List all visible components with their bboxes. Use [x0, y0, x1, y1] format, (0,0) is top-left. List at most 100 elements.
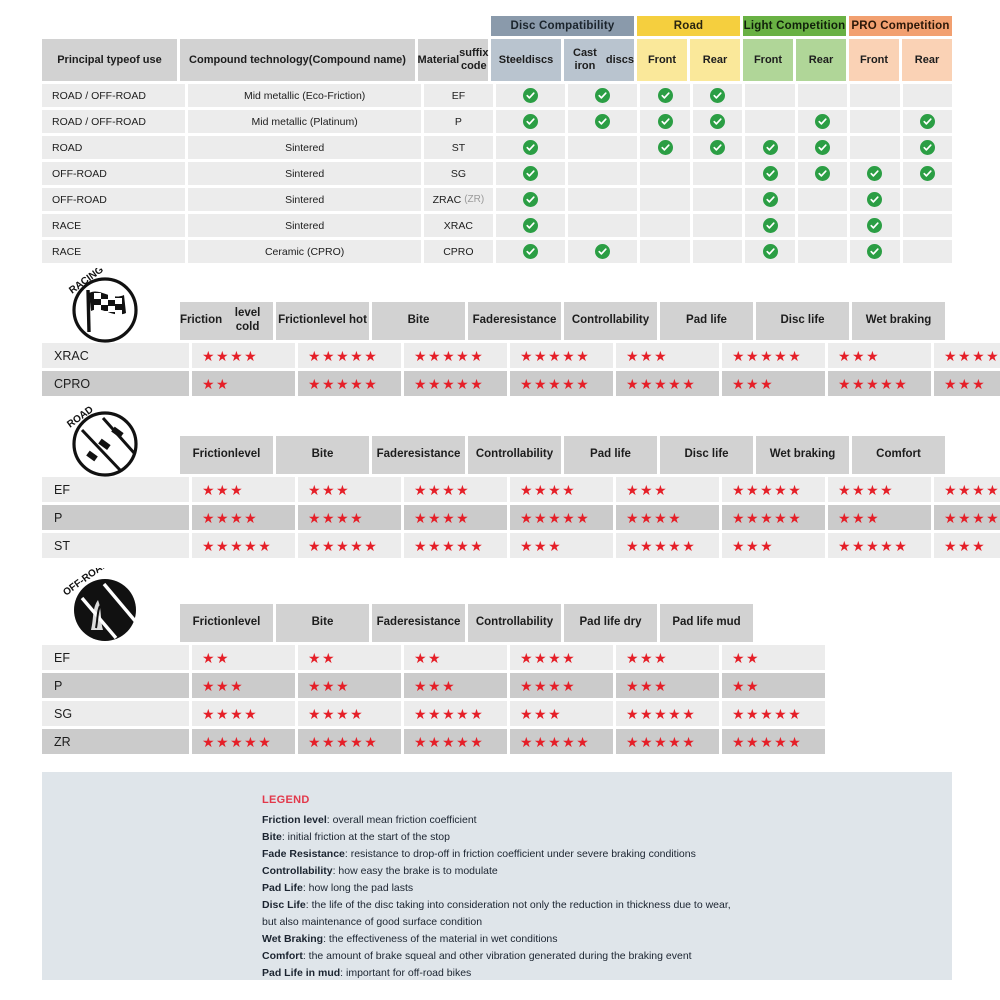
- cell-light-rear: [797, 162, 848, 185]
- star-rating: ★★★★★: [520, 375, 591, 392]
- offroad-rating-cell: ★★: [722, 673, 825, 698]
- offroad-rating-cell: ★★★: [192, 673, 295, 698]
- legend-title: LEGEND: [262, 794, 310, 806]
- racing-header-row: Friction level cold Friction level hot Bite F…: [42, 302, 1000, 340]
- racing-rating-cell: ★★★★★: [298, 371, 401, 396]
- table-row: ROAD / OFF-ROAD Mid metallic (Platinum) P: [42, 110, 953, 133]
- offroad-rating-cell: ★★★★: [298, 701, 401, 726]
- cell-light-rear: [797, 240, 848, 263]
- header-pro-rear: Rear: [902, 39, 952, 81]
- road-header-1: Bite: [276, 436, 369, 474]
- cell-pro-front: [850, 136, 900, 159]
- cell-light-rear: [797, 214, 848, 237]
- cell-cast-iron: [568, 214, 638, 237]
- road-icon: ROAD: [65, 404, 138, 477]
- road-row-name: EF: [42, 477, 189, 502]
- star-rating: ★★★★★: [732, 347, 803, 364]
- cell-pro-front: [850, 84, 900, 107]
- star-rating: ★★★: [626, 677, 669, 694]
- cell-road-rear: [692, 188, 743, 211]
- category-road: Road: [637, 16, 740, 36]
- check-icon: [867, 218, 883, 233]
- cell-steel: [496, 136, 566, 159]
- legend-entry: Friction level: overall mean friction co…: [262, 812, 952, 829]
- offroad-rating-cell: ★★★★★: [192, 729, 295, 754]
- cell-pro-rear: [902, 214, 953, 237]
- star-rating: ★★★★★: [838, 537, 909, 554]
- star-rating: ★★★★★: [838, 375, 909, 392]
- header-road-rear: Rear: [690, 39, 740, 81]
- star-rating: ★★: [308, 649, 337, 666]
- road-rating-cell: ★★★★: [192, 505, 295, 530]
- offroad-row-name: ZR: [42, 729, 189, 754]
- table-row: P★★★★★★★★★★★★★★★★★★★★★★★★★★★★★★★★★★: [42, 505, 1000, 530]
- road-rating-cell: ★★★★: [298, 505, 401, 530]
- compatibility-header-row: Principal type of use Compound technology(…: [42, 39, 952, 81]
- road-row-name: ST: [42, 533, 189, 558]
- cell-pro-rear: [902, 110, 953, 133]
- star-rating: ★★★: [202, 481, 245, 498]
- star-rating: ★★★★★: [732, 481, 803, 498]
- road-rating-cell: ★★★★: [404, 477, 507, 502]
- star-rating: ★★★★★: [626, 705, 697, 722]
- cell-suffix: SG: [423, 162, 493, 185]
- racing-header-5: Pad life: [660, 302, 753, 340]
- star-rating: ★★★★★: [732, 705, 803, 722]
- cell-pro-rear: [902, 84, 953, 107]
- offroad-rating-cell: ★★: [404, 645, 507, 670]
- racing-rating-cell: ★★★: [828, 343, 931, 368]
- cell-suffix: EF: [423, 84, 493, 107]
- road-header-row: Friction level Bite Fade resistance Controlla…: [42, 436, 1000, 474]
- legend-entry: Comfort: the amount of brake squeal and …: [262, 948, 952, 965]
- check-icon: [814, 114, 830, 129]
- legend-entry: but also maintenance of good surface con…: [262, 914, 952, 931]
- racing-rating-cell: ★★★: [722, 371, 825, 396]
- road-rating-cell: ★★★: [722, 533, 825, 558]
- cell-compound: Mid metallic (Platinum): [188, 110, 421, 133]
- star-rating: ★★★: [520, 705, 563, 722]
- check-icon: [867, 244, 883, 259]
- cell-steel: [496, 162, 566, 185]
- road-rating-cell: ★★★★★: [616, 533, 719, 558]
- check-icon: [710, 140, 726, 155]
- cell-light-front: [745, 240, 795, 263]
- star-rating: ★★★★: [520, 481, 577, 498]
- racing-rating-cell: ★★★★★: [510, 371, 613, 396]
- check-icon: [919, 166, 935, 181]
- road-rating-cell: ★★★★★: [828, 533, 931, 558]
- cell-compound: Sintered: [188, 214, 421, 237]
- legend-entry: Pad Life in mud: important for off-road …: [262, 965, 952, 982]
- star-rating: ★★★★★: [520, 347, 591, 364]
- check-icon: [523, 140, 539, 155]
- star-rating: ★★★: [732, 375, 775, 392]
- star-rating: ★★★: [414, 677, 457, 694]
- star-rating: ★★★★: [202, 509, 259, 526]
- legend-entries: Friction level: overall mean friction co…: [262, 812, 952, 982]
- legend-term: Comfort: [262, 950, 303, 962]
- offroad-row-name: SG: [42, 701, 189, 726]
- category-band-row: Disc Compatibility Road Light Competition P…: [42, 16, 952, 36]
- legend-term: Pad Life in mud: [262, 967, 341, 979]
- cell-pro-front: [850, 162, 900, 185]
- offroad-rating-cell: ★★: [298, 645, 401, 670]
- header-material-suffix: Material suffix code: [418, 39, 488, 81]
- star-rating: ★★★: [520, 537, 563, 554]
- legend-desc: : the life of the disc taking into consi…: [305, 899, 731, 911]
- table-row: P ★★★ ★★★ ★★★ ★★★★ ★★★ ★★: [42, 673, 825, 698]
- cell-road-front: [640, 110, 690, 133]
- offroad-header-2: Fade resistance: [372, 604, 465, 642]
- cell-pro-rear: [902, 162, 953, 185]
- racing-header-1: Friction level hot: [276, 302, 369, 340]
- road-header-6: Wet braking: [756, 436, 849, 474]
- cell-principal-type: ROAD: [42, 136, 186, 159]
- check-icon: [762, 192, 778, 207]
- legend-desc: : initial friction at the start of the s…: [281, 831, 450, 843]
- star-rating: ★★: [202, 375, 231, 392]
- cell-principal-type: ROAD / OFF-ROAD: [42, 84, 186, 107]
- road-rating-cell: ★★★: [828, 505, 931, 530]
- legend-desc: : overall mean friction coefficient: [326, 814, 477, 826]
- star-rating: ★★★★: [626, 509, 683, 526]
- star-rating: ★★★: [626, 481, 669, 498]
- cell-cast-iron: [568, 188, 638, 211]
- cell-compound: Mid metallic (Eco-Friction): [188, 84, 421, 107]
